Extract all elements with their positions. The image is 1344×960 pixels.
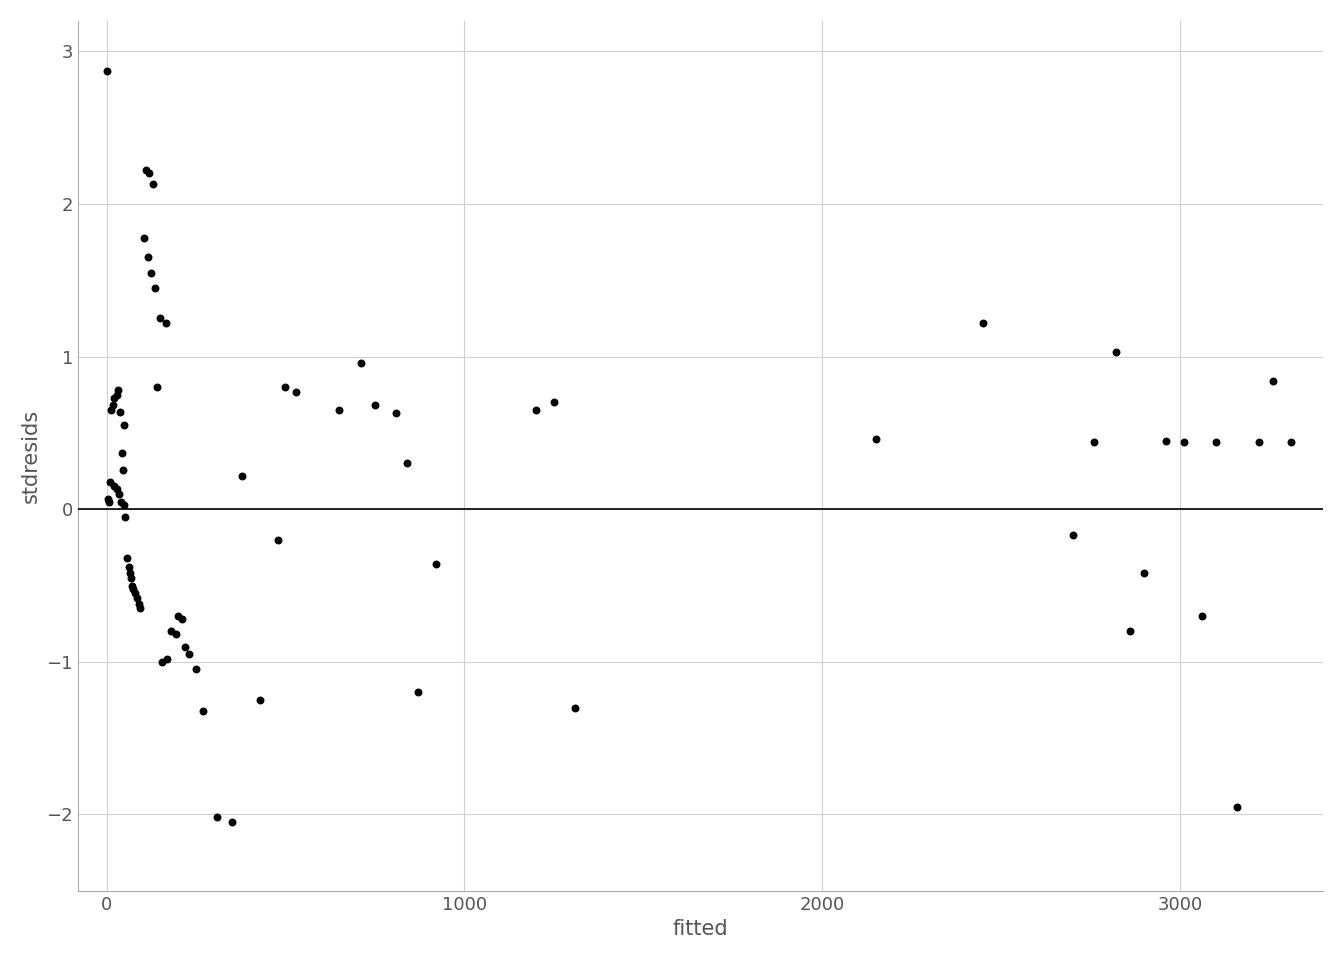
Point [1062, 527, 1083, 542]
Point [185, 661, 207, 677]
Point [564, 700, 586, 715]
Point [97, 63, 118, 79]
Point [425, 557, 446, 572]
Point [142, 177, 164, 192]
Point [106, 387, 128, 402]
Point [177, 646, 199, 661]
Point [141, 265, 163, 280]
Point [110, 493, 132, 509]
Point [109, 404, 130, 420]
Point [99, 402, 121, 418]
Point [220, 814, 242, 829]
Point [250, 692, 271, 708]
Point [114, 497, 136, 513]
Point [1083, 434, 1105, 449]
Point [130, 601, 152, 616]
Point [102, 397, 124, 413]
Point [386, 405, 407, 420]
Point [1249, 434, 1270, 449]
Point [128, 596, 149, 612]
X-axis label: fitted: fitted [673, 919, 728, 939]
Point [207, 810, 228, 826]
Point [120, 565, 141, 581]
Point [175, 639, 196, 655]
Point [1173, 434, 1195, 449]
Point [526, 402, 547, 418]
Point [396, 456, 418, 471]
Point [126, 590, 148, 606]
Point [231, 468, 253, 483]
Point [1281, 434, 1302, 449]
Point [157, 651, 179, 666]
Point [113, 418, 134, 433]
Point [866, 431, 887, 446]
Point [285, 384, 306, 399]
Point [407, 684, 429, 700]
Point [160, 624, 181, 639]
Point [973, 315, 995, 330]
Point [1206, 434, 1227, 449]
Point [165, 627, 187, 642]
Point [152, 654, 173, 669]
Point [1154, 433, 1176, 448]
Point [117, 550, 138, 565]
Y-axis label: stdresids: stdresids [22, 409, 40, 503]
Point [155, 315, 176, 330]
Point [1227, 799, 1249, 814]
Point [114, 509, 136, 524]
Point [125, 586, 146, 601]
Point [144, 280, 165, 296]
Point [103, 479, 125, 494]
Point [98, 491, 120, 506]
Point [364, 397, 386, 413]
Point [110, 445, 132, 461]
Point [118, 560, 140, 575]
Point [103, 390, 125, 405]
Point [171, 612, 192, 627]
Point [1120, 624, 1141, 639]
Point [99, 474, 121, 490]
Point [267, 532, 289, 547]
Point [108, 382, 129, 397]
Point [149, 311, 171, 326]
Point [106, 482, 128, 497]
Point [136, 162, 157, 178]
Point [122, 581, 144, 596]
Point [138, 166, 160, 181]
Point [328, 402, 349, 418]
Point [1191, 609, 1212, 624]
Point [137, 250, 159, 265]
Point [121, 578, 142, 593]
Point [167, 609, 188, 624]
Point [112, 462, 133, 477]
Point [274, 379, 296, 395]
Point [1105, 345, 1126, 360]
Point [146, 379, 168, 395]
Point [109, 487, 130, 502]
Point [1262, 373, 1284, 389]
Point [543, 395, 564, 410]
Point [192, 703, 214, 718]
Point [1133, 565, 1154, 581]
Point [98, 493, 120, 509]
Point [120, 570, 141, 586]
Point [349, 355, 371, 371]
Point [133, 229, 155, 245]
